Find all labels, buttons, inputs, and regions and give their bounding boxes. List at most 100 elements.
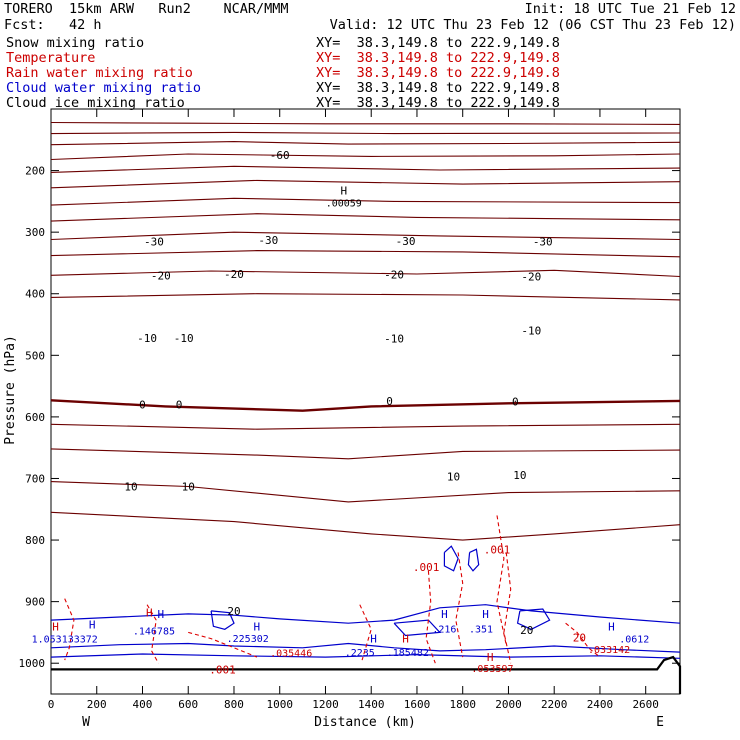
isotherm-line [50, 399, 681, 412]
contour-label: .001 [484, 543, 511, 556]
rain-water-contour [455, 552, 464, 658]
plot-area [50, 108, 682, 695]
x-tick-label: 200 [87, 698, 107, 711]
max-marker: H [52, 620, 59, 633]
contour-label: -10 [137, 332, 157, 345]
contour-label: -20 [151, 269, 171, 282]
y-tick-label: 200 [25, 165, 45, 178]
y-tick-label: 500 [25, 349, 45, 362]
cloud-water-contour [516, 608, 551, 630]
max-marker: H [402, 633, 409, 646]
contour-label: 20 [573, 631, 586, 644]
isotherm-line [50, 481, 681, 503]
isotherm-line [50, 121, 681, 125]
max-marker: H [254, 620, 261, 633]
max-marker: H [487, 651, 494, 664]
y-tick-label: 800 [25, 534, 45, 547]
contour-label: -20 [384, 269, 404, 282]
x-tick-label: 800 [224, 698, 244, 711]
y-tick-label: 400 [25, 288, 45, 301]
y-tick-label: 300 [25, 226, 45, 239]
max-marker: H [340, 184, 347, 197]
rain-water-contour [188, 631, 258, 658]
isotherm-line [50, 269, 681, 278]
rain-water-contour [565, 622, 601, 658]
rain-water-contour [146, 604, 159, 664]
cloud-water-contour [443, 545, 459, 572]
x-tick-label: 0 [48, 698, 55, 711]
contour-label: 20 [227, 605, 240, 618]
max-marker: H [157, 608, 164, 621]
field-range-snow: XY= 38.3,149.8 to 222.9,149.8 [316, 35, 560, 51]
rain-water-contour [425, 570, 436, 664]
terrain-line [51, 655, 682, 694]
value-label: .185482 [387, 648, 429, 659]
contour-label: 10 [447, 471, 460, 484]
y-tick-label: 900 [25, 596, 45, 609]
cloud-water-contour [50, 604, 681, 624]
x-tick-label: 1800 [449, 698, 476, 711]
contour-label: -20 [521, 270, 541, 283]
isotherm-line [50, 511, 681, 541]
value-label: .035446 [270, 649, 312, 660]
contour-label: -10 [174, 332, 194, 345]
isotherm-line [50, 165, 681, 173]
cloud-water-contour [393, 619, 442, 637]
x-tick-label: 2000 [495, 698, 522, 711]
x-tick-label: 1000 [266, 698, 293, 711]
value-label: .2235 [345, 648, 375, 659]
header-fcst: Fcst: 42 h [4, 17, 102, 33]
isotherm-line [50, 423, 681, 430]
field-name-rain: Rain water mixing ratio [6, 65, 193, 81]
max-marker: H [146, 607, 153, 620]
contour-label: -30 [258, 234, 278, 247]
y-tick-label: 600 [25, 411, 45, 424]
isotherm-line [50, 293, 681, 301]
field-range-temperature: XY= 38.3,149.8 to 222.9,149.8 [316, 50, 560, 66]
contour-label: -20 [224, 268, 244, 281]
east-label: E [656, 715, 664, 730]
cloud-water-contour [50, 642, 681, 653]
contour-label: .001 [209, 663, 236, 676]
contour-label: -30 [533, 235, 553, 248]
field-range-cloud-water: XY= 38.3,149.8 to 222.9,149.8 [316, 80, 560, 96]
cloud-water-contour [467, 548, 480, 572]
contour-label: 10 [513, 469, 526, 482]
isotherm-line [50, 250, 681, 258]
x-tick-label: 1200 [312, 698, 339, 711]
header-model: TORERO 15km ARW Run2 NCAR/MMM [4, 1, 289, 17]
field-name-cloud-water: Cloud water mixing ratio [6, 80, 202, 96]
cloud-water-contour [50, 653, 681, 659]
x-axis-label: Distance (km) [314, 715, 416, 730]
y-axis-label: Pressure (hPa) [3, 335, 18, 445]
header-init: Init: 18 UTC Tue 21 Feb 12 [524, 1, 736, 17]
rain-water-contour [496, 515, 507, 645]
contour-label: .001 [413, 561, 440, 574]
rain-water-contour [64, 598, 75, 661]
cloud-water-contour [210, 610, 235, 630]
contour-label: 0 [139, 399, 146, 412]
x-tick-label: 2200 [541, 698, 568, 711]
x-tick-label: 2400 [587, 698, 614, 711]
field-name-temperature: Temperature [6, 50, 96, 66]
field-range-rain: XY= 38.3,149.8 to 222.9,149.8 [316, 65, 560, 81]
isotherm-line [50, 131, 681, 135]
contour-label: 0 [512, 396, 519, 409]
max-value-label: .00059 [326, 198, 362, 209]
x-tick-label: 1400 [358, 698, 385, 711]
contour-label: -60 [270, 149, 290, 162]
contour-label: 20 [520, 624, 533, 637]
value-label: .0612 [619, 635, 649, 646]
contour-label: -10 [384, 333, 404, 346]
contour-label: 0 [176, 399, 183, 412]
header-valid: Valid: 12 UTC Thu 23 Feb 12 (06 CST Thu … [329, 17, 736, 33]
value-label: .225302 [227, 634, 269, 645]
isotherm-line [50, 231, 681, 241]
max-marker: H [441, 608, 448, 621]
isotherm-line [50, 153, 681, 161]
contour-label: 10 [182, 480, 195, 493]
y-tick-label: 1000 [19, 657, 46, 670]
west-label: W [82, 715, 90, 730]
x-tick-label: 600 [178, 698, 198, 711]
